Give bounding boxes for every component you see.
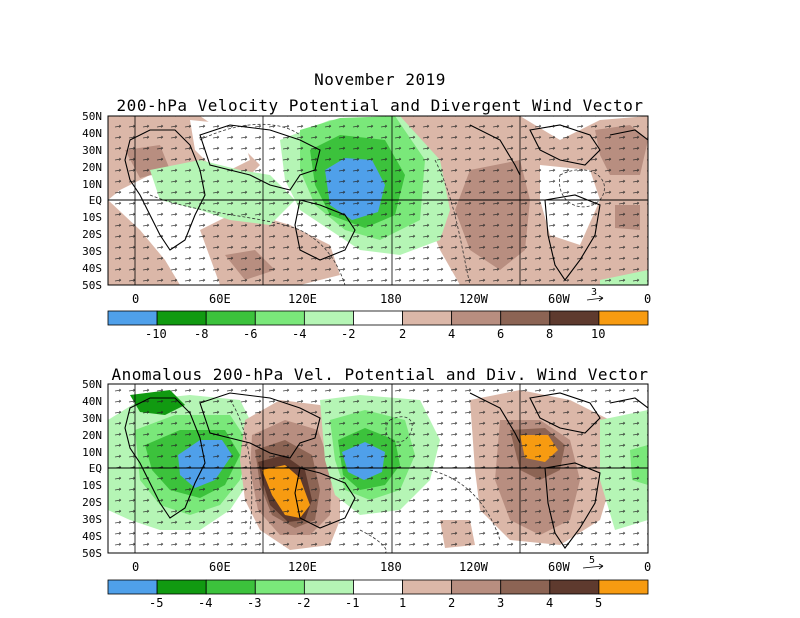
colorbar-swatch: [254, 310, 305, 326]
lat-label: 20N: [82, 429, 102, 442]
colorbar-swatch: [353, 579, 403, 595]
lon-label: 60E: [209, 560, 231, 574]
lat-label: 50S: [82, 279, 102, 292]
panel-2-title: Anomalous 200-hPa Vel. Potential and Div…: [111, 365, 649, 384]
colorbar-swatch: [205, 310, 256, 326]
colorbar-swatch: [451, 310, 502, 326]
lon-label: 120E: [288, 292, 317, 306]
vector-reference-label: 5: [589, 555, 596, 566]
lon-label: 60W: [548, 292, 570, 306]
colorbar-tick-label: 4: [546, 596, 554, 610]
colorbar-swatch: [107, 310, 158, 326]
colorbar-tick-label: -8: [194, 327, 209, 341]
colorbar-1: [107, 310, 649, 326]
vector-reference-label: 3: [591, 287, 598, 298]
lat-label: 40S: [82, 530, 102, 543]
panel-1-frame: [107, 115, 649, 302]
colorbar-tick-label: 8: [546, 327, 554, 341]
colorbar-swatch: [156, 579, 207, 595]
colorbar-swatch: [353, 310, 403, 326]
colorbar-swatch: [303, 310, 354, 326]
colorbar-tick-label: -2: [296, 596, 311, 610]
colorbar-tick-label: -4: [292, 327, 307, 341]
lon-label: 0: [132, 292, 140, 306]
panel-1-title: 200-hPa Velocity Potential and Divergent…: [116, 96, 644, 115]
colorbar-tick-label: -3: [247, 596, 262, 610]
colorbar-tick-label: 4: [448, 327, 456, 341]
colorbar-tick-label: 5: [595, 596, 603, 610]
colorbar-swatch: [107, 579, 158, 595]
lon-label: 60E: [209, 292, 231, 306]
lat-label: 50N: [82, 378, 102, 391]
lat-label: EQ: [88, 462, 102, 475]
lat-label: 40N: [82, 395, 102, 408]
colorbar-swatch: [598, 579, 649, 595]
colorbar-tick-label: -5: [149, 596, 164, 610]
colorbar-tick-label: 2: [448, 596, 456, 610]
lat-label: 10S: [82, 479, 102, 492]
lat-label: 30N: [82, 412, 102, 425]
panel-1-map: [108, 116, 648, 285]
lat-label: 10N: [82, 446, 102, 459]
colorbar-tick-label: 10: [591, 327, 606, 341]
lat-label: 30S: [82, 513, 102, 526]
colorbar-tick-label: -2: [341, 327, 356, 341]
colorbar-tick-label: 1: [399, 596, 407, 610]
lat-label: 10S: [82, 211, 102, 224]
colorbar-swatch: [402, 310, 453, 326]
colorbar-tick-label: -6: [243, 327, 258, 341]
lon-label: 0: [644, 292, 652, 306]
colorbar-tick-label: -4: [198, 596, 213, 610]
colorbar-swatch: [303, 579, 354, 595]
colorbar-swatch: [402, 579, 453, 595]
lat-label: 20S: [82, 496, 102, 509]
lon-label: 120W: [459, 292, 488, 306]
lon-label: 60W: [548, 560, 570, 574]
colorbar-tick-label: 3: [497, 596, 505, 610]
colorbar-swatch: [598, 310, 649, 326]
lon-label: 120W: [459, 560, 488, 574]
colorbar-swatch: [254, 579, 305, 595]
colorbar-tick-label: -10: [145, 327, 167, 341]
colorbar-swatch: [500, 310, 551, 326]
panel-2-coastlines: [124, 392, 648, 549]
colorbar-tick-label: 6: [497, 327, 505, 341]
colorbar-swatch: [156, 310, 207, 326]
lat-label: 20N: [82, 161, 102, 174]
lat-label: 10N: [82, 178, 102, 191]
lon-label: 0: [644, 560, 652, 574]
lon-label: 120E: [288, 560, 317, 574]
lat-label: 30S: [82, 245, 102, 258]
page-title: November 2019: [314, 70, 446, 89]
lat-label: 40N: [82, 127, 102, 140]
colorbar-swatch: [549, 579, 600, 595]
colorbar-swatch: [500, 579, 551, 595]
colorbar-tick-label: -1: [345, 596, 360, 610]
colorbar-2: [107, 579, 649, 595]
colorbar-swatch: [549, 310, 600, 326]
colorbar-swatch: [205, 579, 256, 595]
panel-2-frame: [107, 383, 649, 570]
panel-1-coastlines: [124, 124, 648, 281]
colorbar-swatch: [451, 579, 502, 595]
lon-label: 180: [380, 292, 402, 306]
panel-2-map: [108, 384, 648, 553]
lat-label: 20S: [82, 228, 102, 241]
lon-label: 0: [132, 560, 140, 574]
colorbar-tick-label: 2: [399, 327, 407, 341]
lat-label: 50S: [82, 547, 102, 560]
lat-label: EQ: [88, 194, 102, 207]
lat-label: 30N: [82, 144, 102, 157]
lat-label: 40S: [82, 262, 102, 275]
lon-label: 180: [380, 560, 402, 574]
lat-label: 50N: [82, 110, 102, 123]
